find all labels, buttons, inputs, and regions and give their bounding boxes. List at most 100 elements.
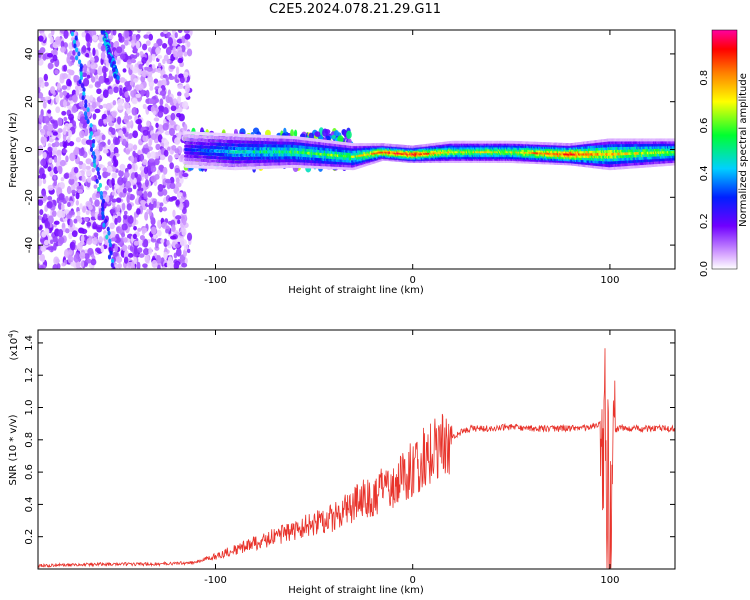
spectrogram-cell	[81, 31, 87, 38]
spectrogram-cell	[78, 227, 85, 234]
spectrogram-cell	[63, 64, 68, 72]
spectrogram-cell	[47, 184, 54, 191]
spectrogram-cell	[160, 239, 165, 244]
spectrogram-cell	[112, 251, 119, 257]
spectrogram-cell	[118, 169, 124, 178]
spectrogram-cell	[163, 149, 169, 157]
spectrogram-cell	[166, 260, 171, 268]
spectrogram-cell	[175, 79, 180, 84]
spectrogram-cell	[66, 55, 71, 64]
spectrogram-cell	[130, 58, 137, 64]
spectrogram-cell	[118, 186, 124, 195]
spectrogram-cell	[114, 183, 120, 189]
spectrogram-cell	[92, 158, 96, 164]
spectrogram-cell	[183, 71, 189, 78]
spectrogram-cell	[133, 177, 137, 184]
spectrogram-cell	[142, 129, 149, 136]
spectrogram-cell	[114, 217, 118, 225]
spectrogram-cell	[100, 45, 107, 52]
spectrogram-cell	[138, 63, 143, 70]
spectrogram-cell	[116, 215, 122, 223]
spectrogram-cell	[93, 154, 97, 160]
spectrogram-cell	[139, 166, 145, 172]
spectrogram-cell	[106, 165, 113, 173]
spectrogram-cell	[139, 153, 145, 162]
spectrogram-cell	[98, 143, 103, 152]
spectrogram-cell	[175, 177, 180, 184]
spectrogram-cell	[59, 159, 66, 167]
spectrogram-cell	[54, 36, 61, 45]
spectrogram-cell	[38, 218, 41, 228]
spectrogram-cell	[54, 140, 60, 148]
spectrogram-cell	[141, 227, 148, 234]
spectrogram-cell	[79, 63, 83, 69]
spectrogram-cell	[116, 59, 121, 64]
spectrogram-cell	[38, 149, 43, 156]
spectrogram-cell	[75, 200, 80, 206]
spectrogram-cell	[68, 249, 73, 256]
spectrogram-cell	[156, 229, 162, 237]
spectrogram-cell	[165, 76, 169, 81]
spectrogram-cell	[108, 238, 112, 244]
spectrogram-cell	[91, 176, 96, 181]
spectrogram-cell	[112, 155, 117, 163]
spectrogram-cell	[91, 167, 96, 173]
spectrogram-cell	[83, 216, 89, 222]
spectrogram-cell	[179, 76, 185, 84]
spectrogram-cell	[169, 162, 174, 170]
spectrogram-cell	[73, 74, 80, 83]
spectrogram-cell	[70, 241, 76, 251]
spectrogram-cell	[133, 156, 138, 164]
spectrogram-cell	[86, 60, 91, 68]
spectrogram-cell	[128, 252, 134, 258]
spectrogram-cell	[132, 130, 139, 139]
spectrogram-cell	[101, 206, 105, 212]
spectrogram-cell	[78, 101, 84, 108]
spectrogram-cell	[157, 54, 163, 60]
spectrogram-cell	[105, 234, 109, 240]
spectrogram-cell	[43, 73, 48, 82]
spectrogram-cell	[95, 193, 101, 199]
spectrogram-cell	[132, 144, 138, 151]
spectrogram-cell	[148, 247, 153, 255]
spectrogram-cell	[77, 189, 84, 194]
spectrogram-cell	[56, 197, 60, 204]
spectrogram-cell	[146, 67, 153, 72]
spectrogram-cell	[119, 53, 126, 60]
spectrogram-cell	[155, 47, 161, 55]
spectrogram-cell	[81, 163, 87, 170]
spectrogram-image	[38, 30, 675, 269]
spectrogram-cell	[117, 116, 122, 125]
spectrogram-cell	[65, 228, 70, 234]
spectrogram-cell	[177, 219, 181, 225]
spectrogram-cell	[169, 65, 176, 70]
spectrogram-cell	[89, 127, 93, 133]
spectrogram-cell	[91, 143, 95, 149]
spectrogram-cell	[78, 147, 85, 157]
spectrogram-cell	[70, 31, 74, 37]
spectrogram-cell	[116, 225, 122, 234]
spectrogram-cell	[165, 46, 172, 56]
spectrogram-cell	[139, 235, 145, 241]
spectrogram-cell	[170, 235, 177, 240]
spectrogram-cell	[89, 94, 94, 102]
spectrogram-cell	[137, 247, 143, 253]
spectrogram-cell	[102, 167, 108, 172]
spectrogram-cell	[157, 190, 164, 197]
spectrogram-cell	[86, 258, 92, 264]
spectrogram-cell	[70, 261, 76, 267]
spectrogram-cell	[146, 151, 152, 159]
spectrogram-cell	[39, 253, 45, 262]
figure-title: C2E5.2024.078.21.29.G11	[269, 2, 441, 17]
spectrogram-cell	[143, 248, 150, 256]
spectrogram-cell	[150, 133, 157, 140]
spectrogram-cell	[52, 131, 58, 136]
spectrogram-cell	[108, 126, 114, 133]
spectrogram-cell	[163, 251, 168, 260]
spectrogram-cell	[63, 172, 70, 179]
spectrogram-cell	[148, 54, 153, 63]
spectrogram-cell	[113, 161, 118, 168]
spectrogram-cell	[111, 191, 115, 196]
spectrogram-cell	[156, 67, 162, 73]
spectrogram-cell	[109, 231, 116, 236]
